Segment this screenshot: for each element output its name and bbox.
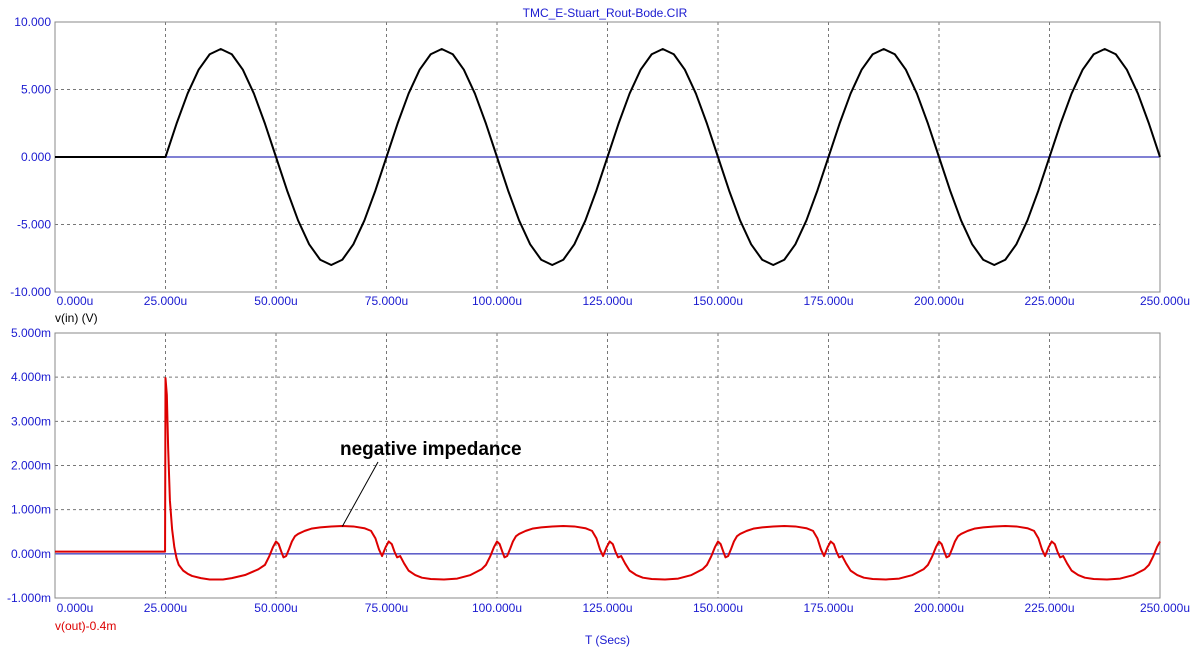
x-tick-label: 225.000u (1024, 294, 1074, 308)
x-tick-label: 175.000u (803, 601, 853, 615)
x-tick-label: 0.000u (57, 294, 94, 308)
annotation-pointer (341, 461, 379, 527)
bottom-plot-panel: 5.000m 4.000m 3.000m 2.000m 1.000m 0.000m -1.0… (7, 326, 1190, 647)
x-tick-label: 150.000u (693, 601, 743, 615)
x-tick-label: 225.000u (1024, 601, 1074, 615)
y-tick-label: 2.000m (11, 459, 51, 473)
y-tick-label: 5.000 (21, 83, 51, 97)
y-tick-label: 5.000m (11, 326, 51, 340)
series-line (55, 48, 1161, 266)
x-tick-label: 250.000u (1140, 601, 1190, 615)
x-tick-label: 75.000u (365, 601, 408, 615)
x-tick-label: 25.000u (144, 601, 187, 615)
y-axis-label: v(out)-0.4m (55, 619, 116, 633)
x-tick-label: 250.000u (1140, 294, 1190, 308)
y-tick-label: -5.000 (17, 218, 51, 232)
y-tick-label: 4.000m (11, 370, 51, 384)
y-tick-label: -1.000m (7, 591, 51, 605)
series-line (55, 377, 1161, 581)
y-tick-label: 1.000m (11, 503, 51, 517)
y-tick-label: -10.000 (10, 285, 51, 299)
plot-frame (54, 332, 1161, 599)
x-axis-label: T (Secs) (585, 633, 630, 647)
x-tick-label: 75.000u (365, 294, 408, 308)
y-tick-label: 0.000m (11, 547, 51, 561)
x-tick-label: 0.000u (57, 601, 94, 615)
x-tick-label: 150.000u (693, 294, 743, 308)
y-tick-label: 0.000 (21, 150, 51, 164)
x-tick-label: 200.000u (914, 294, 964, 308)
x-tick-label: 50.000u (254, 601, 297, 615)
x-tick-label: 200.000u (914, 601, 964, 615)
x-tick-label: 25.000u (144, 294, 187, 308)
top-plot-panel: 10.000 5.000 0.000 -5.000 -10.000 0.000u 25.00… (10, 15, 1190, 325)
x-tick-label: 125.000u (582, 601, 632, 615)
x-tick-label: 100.000u (472, 294, 522, 308)
x-tick-label: 125.000u (582, 294, 632, 308)
x-tick-label: 175.000u (803, 294, 853, 308)
y-tick-label: 3.000m (11, 414, 51, 428)
y-axis-label: v(in) (V) (55, 311, 98, 325)
x-tick-label: 50.000u (254, 294, 297, 308)
chart-title: TMC_E-Stuart_Rout-Bode.CIR (523, 6, 688, 20)
x-tick-label: 100.000u (472, 601, 522, 615)
annotation-label: negative impedance (340, 439, 522, 460)
y-tick-label: 10.000 (14, 15, 51, 29)
